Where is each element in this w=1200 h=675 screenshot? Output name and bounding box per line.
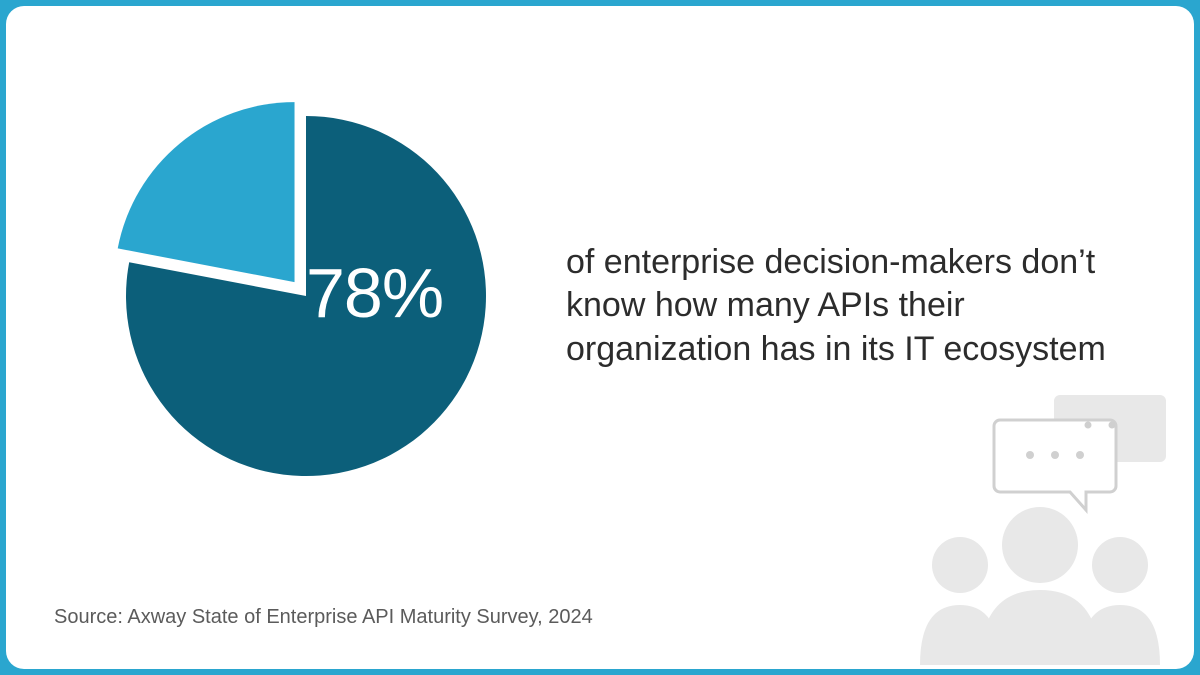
pie-center-label: 78% xyxy=(306,258,443,328)
pie-chart: 78% xyxy=(96,86,516,506)
infographic-card: 78% of enterprise decision-makers don’t … xyxy=(6,6,1194,669)
infographic-frame: 78% of enterprise decision-makers don’t … xyxy=(0,0,1200,675)
source-text: Source: Axway State of Enterprise API Ma… xyxy=(54,606,593,629)
content-row: 78% of enterprise decision-makers don’t … xyxy=(96,86,1134,506)
headline-text: of enterprise decision-makers don’t know… xyxy=(566,241,1134,372)
pie-slice-know xyxy=(118,102,295,282)
